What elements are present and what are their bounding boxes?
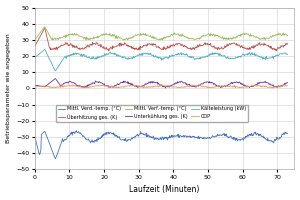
- Kälteleistung (kW): [286, 53, 289, 56]
- COP: [281, 84, 284, 87]
- Überhitzung ges. (K): [154, 44, 158, 46]
- Kälteleistung (kW): [33, 57, 37, 59]
- Überhitzung ges. (K): [281, 45, 284, 47]
- Mittl. Verd.-temp. (°C): [54, 157, 57, 160]
- Überhitzung ges. (K): [184, 46, 188, 48]
- Kälteleistung (kW): [154, 54, 158, 57]
- Kälteleistung (kW): [281, 52, 284, 55]
- Line: Mittl. Verd.-temp. (°C): Mittl. Verd.-temp. (°C): [35, 131, 287, 158]
- Kälteleistung (kW): [156, 56, 159, 59]
- Mittl. Verd.-temp. (°C): [286, 132, 289, 135]
- Überhitzung ges. (K): [241, 46, 245, 49]
- Line: Unterkühlung ges. (K): Unterkühlung ges. (K): [35, 79, 287, 88]
- Mittl. Verf.-temp. (°C): [84, 39, 88, 42]
- Mittl. Verd.-temp. (°C): [154, 137, 158, 139]
- COP: [286, 85, 289, 87]
- Unterkühlung ges. (K): [164, 87, 167, 89]
- Mittl. Verf.-temp. (°C): [171, 34, 174, 37]
- Y-axis label: Betriebsparameter wie angegeben: Betriebsparameter wie angegeben: [6, 34, 10, 143]
- Mittl. Verf.-temp. (°C): [156, 38, 159, 41]
- Mittl. Verf.-temp. (°C): [286, 34, 289, 37]
- COP: [33, 86, 37, 88]
- COP: [184, 85, 188, 88]
- Line: Kälteleistung (kW): Kälteleistung (kW): [35, 50, 287, 71]
- COP: [70, 84, 74, 86]
- COP: [241, 86, 245, 88]
- Kälteleistung (kW): [53, 69, 57, 72]
- Mittl. Verd.-temp. (°C): [241, 139, 245, 141]
- Mittl. Verd.-temp. (°C): [156, 137, 159, 140]
- Überhitzung ges. (K): [286, 42, 289, 45]
- Überhitzung ges. (K): [43, 27, 46, 30]
- Mittl. Verf.-temp. (°C): [33, 39, 37, 41]
- Kälteleistung (kW): [184, 54, 188, 56]
- Überhitzung ges. (K): [171, 44, 174, 46]
- COP: [81, 87, 85, 89]
- COP: [171, 86, 174, 88]
- Unterkühlung ges. (K): [154, 81, 157, 84]
- Unterkühlung ges. (K): [281, 85, 284, 87]
- Mittl. Verd.-temp. (°C): [281, 133, 284, 136]
- Unterkühlung ges. (K): [33, 84, 37, 86]
- Überhitzung ges. (K): [33, 45, 37, 48]
- Line: Überhitzung ges. (K): Überhitzung ges. (K): [35, 29, 287, 51]
- Kälteleistung (kW): [43, 48, 46, 51]
- Unterkühlung ges. (K): [241, 83, 245, 85]
- Unterkühlung ges. (K): [155, 82, 159, 84]
- Legend: Mittl. Verd.-temp. (°C), Überhitzung ges. (K), Mittl. Verf.-temp. (°C), Unterküh: Mittl. Verd.-temp. (°C), Überhitzung ges…: [56, 105, 248, 122]
- Unterkühlung ges. (K): [286, 81, 289, 84]
- Mittl. Verf.-temp. (°C): [43, 26, 46, 28]
- Mittl. Verf.-temp. (°C): [184, 36, 188, 38]
- Kälteleistung (kW): [241, 53, 245, 55]
- Mittl. Verf.-temp. (°C): [154, 36, 158, 39]
- Mittl. Verf.-temp. (°C): [281, 32, 284, 35]
- Unterkühlung ges. (K): [53, 78, 57, 80]
- Mittl. Verd.-temp. (°C): [33, 136, 37, 138]
- Kälteleistung (kW): [171, 55, 174, 57]
- Mittl. Verd.-temp. (°C): [74, 129, 78, 132]
- Unterkühlung ges. (K): [171, 84, 174, 86]
- Mittl. Verd.-temp. (°C): [171, 134, 174, 137]
- Line: Mittl. Verf.-temp. (°C): Mittl. Verf.-temp. (°C): [35, 27, 287, 40]
- Überhitzung ges. (K): [107, 50, 110, 52]
- Unterkühlung ges. (K): [184, 83, 188, 86]
- COP: [154, 85, 158, 87]
- Mittl. Verf.-temp. (°C): [241, 33, 245, 35]
- COP: [156, 85, 159, 87]
- Überhitzung ges. (K): [156, 46, 159, 48]
- Mittl. Verd.-temp. (°C): [184, 135, 188, 137]
- Line: COP: COP: [35, 85, 287, 88]
- X-axis label: Laufzeit (Minuten): Laufzeit (Minuten): [129, 185, 200, 194]
